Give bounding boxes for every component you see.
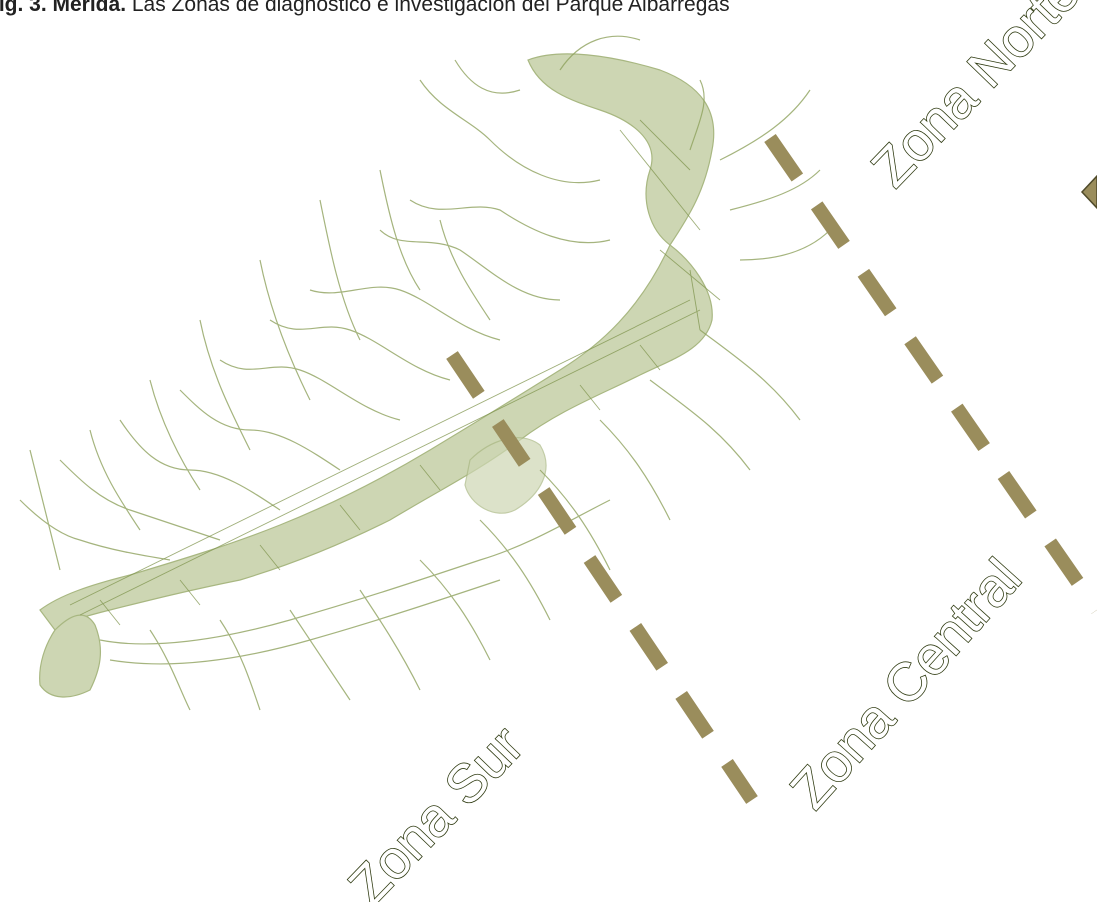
stream-31 bbox=[739, 229, 831, 261]
zone-central-label: Zona Central bbox=[779, 548, 1032, 820]
stream-18 bbox=[29, 449, 61, 571]
stream-27 bbox=[219, 619, 261, 711]
zone-dividers bbox=[446, 134, 1097, 804]
stream-29 bbox=[719, 89, 811, 161]
stream-1 bbox=[559, 35, 641, 71]
stream-32 bbox=[99, 499, 611, 645]
street-grid bbox=[69, 119, 721, 626]
stream-3 bbox=[419, 79, 601, 184]
street-1 bbox=[69, 299, 691, 606]
divider-sur-central bbox=[446, 351, 758, 804]
valley-band-area bbox=[39, 244, 713, 631]
stream-16 bbox=[149, 379, 201, 491]
divider-central-norte bbox=[764, 134, 1097, 614]
stream-2 bbox=[454, 59, 521, 94]
stream-20 bbox=[649, 379, 751, 471]
north-lobe-area bbox=[527, 53, 715, 246]
street-10 bbox=[639, 344, 661, 371]
caption-text: Las Zonas de diagnóstico e investigación… bbox=[126, 0, 730, 16]
street-7 bbox=[419, 464, 441, 491]
stream-6 bbox=[309, 286, 501, 341]
stream-28 bbox=[149, 629, 191, 711]
stream-22 bbox=[539, 469, 611, 571]
stream-21 bbox=[599, 419, 671, 521]
street-5 bbox=[259, 544, 281, 571]
stream-network bbox=[19, 35, 831, 711]
street-11 bbox=[619, 129, 701, 231]
stream-7 bbox=[269, 319, 451, 381]
stream-5 bbox=[379, 229, 561, 301]
stream-24 bbox=[419, 559, 491, 661]
stream-10 bbox=[119, 419, 281, 511]
stream-36 bbox=[439, 219, 491, 321]
stream-12 bbox=[19, 499, 171, 561]
zone-norte-label: Zona Norte bbox=[860, 0, 1091, 198]
stream-14 bbox=[259, 259, 311, 401]
stream-11 bbox=[59, 459, 221, 541]
zone-sur-label: Zona Sur bbox=[337, 715, 534, 902]
stream-25 bbox=[359, 589, 421, 691]
street-4 bbox=[179, 579, 201, 606]
stream-34 bbox=[689, 79, 705, 151]
street-6 bbox=[339, 504, 361, 531]
stream-8 bbox=[219, 359, 401, 421]
stream-15 bbox=[199, 319, 251, 451]
stream-17 bbox=[89, 429, 141, 531]
stream-4 bbox=[409, 199, 611, 244]
stream-23 bbox=[479, 519, 551, 621]
street-3 bbox=[99, 599, 121, 626]
stream-19 bbox=[699, 329, 801, 421]
stream-33 bbox=[109, 579, 501, 665]
arrowhead-icon bbox=[1080, 174, 1097, 210]
street-12 bbox=[639, 119, 691, 171]
caption-lead: Fig. 3. Mérida. bbox=[0, 0, 127, 16]
figure-caption: Fig. 3. Mérida. Las Zonas de diagnóstico… bbox=[0, 0, 730, 19]
stream-30 bbox=[729, 169, 821, 211]
stream-26 bbox=[289, 609, 351, 701]
street-14 bbox=[689, 269, 701, 331]
stream-13 bbox=[319, 199, 361, 341]
street-9 bbox=[579, 384, 601, 411]
stream-35 bbox=[379, 169, 421, 291]
street-2 bbox=[79, 309, 701, 616]
south-tip-area bbox=[39, 614, 101, 698]
stream-9 bbox=[179, 389, 341, 471]
street-13 bbox=[659, 249, 721, 301]
